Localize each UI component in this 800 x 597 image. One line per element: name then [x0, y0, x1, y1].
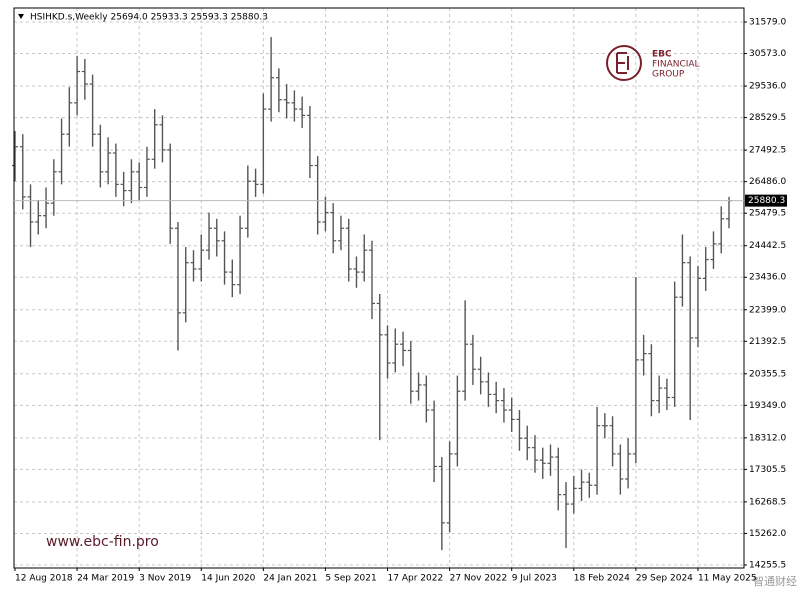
logo: EBC FINANCIAL GROUP — [606, 45, 700, 81]
y-tick-label: 18312.0 — [749, 433, 786, 443]
y-tick-label: 26486.0 — [749, 177, 786, 187]
x-tick-label: 27 Nov 2022 — [450, 574, 508, 584]
y-tick-label: 15262.0 — [749, 529, 786, 539]
x-tick-label: 14 Jun 2020 — [201, 574, 255, 584]
y-tick-label: 29536.0 — [749, 82, 786, 92]
y-tick-label: 19349.0 — [749, 401, 786, 411]
logo-line2: GROUP — [652, 70, 685, 80]
y-tick-label: 14255.5 — [749, 561, 786, 571]
y-tick-label: 27492.5 — [749, 146, 786, 156]
bars — [12, 37, 732, 551]
x-tick-label: 24 Mar 2019 — [77, 574, 134, 584]
logo-line1: FINANCIAL — [652, 60, 700, 70]
x-tick-label: 9 Jul 2023 — [512, 574, 557, 584]
y-tick-label: 30573.0 — [749, 49, 786, 59]
last-price-label: 25880.3 — [748, 196, 785, 206]
menu-arrow[interactable] — [18, 14, 24, 19]
y-tick-label: 22399.0 — [749, 305, 786, 315]
logo-ring — [606, 45, 642, 81]
y-tick-label: 16268.5 — [749, 497, 786, 507]
y-tick-label: 23436.0 — [749, 273, 786, 283]
header: HSIHKD.s,Weekly 25694.0 25933.3 25593.3 … — [30, 13, 268, 23]
x-tick-label: 11 May 2025 — [698, 574, 757, 584]
y-tick-label: 20355.5 — [749, 369, 786, 379]
y-tick-label: 25479.5 — [749, 209, 786, 219]
x-tick-label: 29 Sep 2024 — [636, 574, 693, 584]
website: www.ebc-fin.pro — [46, 534, 159, 550]
x-tick-label: 5 Sep 2021 — [325, 574, 376, 584]
watermark: 智通财经 — [753, 574, 797, 588]
x-tick-label: 18 Feb 2024 — [574, 574, 630, 584]
x-tick-label: 24 Jan 2021 — [263, 574, 317, 584]
y-tick-label: 21392.5 — [749, 337, 786, 347]
y-tick-label: 17305.5 — [749, 465, 786, 475]
x-tick-label: 3 Nov 2019 — [139, 574, 191, 584]
x-tick-label: 12 Aug 2018 — [15, 574, 73, 584]
y-tick-label: 28529.5 — [749, 113, 786, 123]
y-tick-label: 24442.5 — [749, 241, 786, 251]
y-tick-label: 31579.0 — [749, 18, 786, 28]
logo-mark — [616, 52, 629, 74]
logo-brand: EBC — [652, 50, 672, 60]
plot-frame — [13, 7, 745, 569]
x-tick-label: 17 Apr 2022 — [388, 574, 444, 584]
last-price-box — [745, 194, 787, 207]
